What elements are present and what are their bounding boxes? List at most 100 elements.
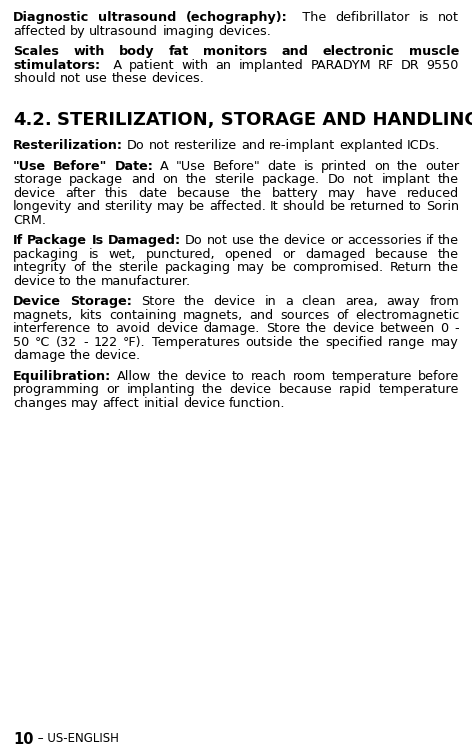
Text: to: to: [59, 275, 72, 288]
Text: resterilize: resterilize: [174, 139, 237, 152]
Text: the: the: [76, 275, 97, 288]
Text: and: and: [76, 200, 101, 213]
Text: may: may: [431, 336, 459, 349]
Text: an: an: [216, 59, 232, 72]
Text: printed: printed: [321, 160, 367, 172]
Text: damage.: damage.: [203, 322, 260, 335]
Text: and: and: [241, 139, 265, 152]
Text: ICDs.: ICDs.: [407, 139, 441, 152]
Text: use: use: [84, 72, 107, 85]
Text: after: after: [65, 187, 95, 200]
Text: integrity: integrity: [13, 261, 67, 274]
Text: Temperatures: Temperatures: [152, 336, 239, 349]
Text: sterile: sterile: [215, 173, 254, 186]
Text: Do: Do: [185, 234, 202, 247]
Text: Is: Is: [92, 234, 103, 247]
Text: 122: 122: [93, 336, 118, 349]
Text: implanted: implanted: [239, 59, 303, 72]
Text: (32: (32: [56, 336, 77, 349]
Text: ultrasound: ultrasound: [89, 25, 158, 38]
Text: magnets,: magnets,: [183, 309, 243, 322]
Text: date: date: [138, 187, 167, 200]
Text: of: of: [73, 261, 85, 274]
Text: the: the: [438, 234, 459, 247]
Text: device.: device.: [94, 349, 140, 362]
Text: device: device: [284, 234, 326, 247]
Text: if: if: [426, 234, 434, 247]
Text: should: should: [13, 72, 56, 85]
Text: the: the: [202, 383, 223, 396]
Text: the: the: [438, 248, 459, 261]
Text: the: the: [305, 322, 326, 335]
Text: sterility: sterility: [105, 200, 153, 213]
Text: A: A: [107, 59, 122, 72]
Text: the: the: [69, 349, 90, 362]
Text: with: with: [182, 59, 209, 72]
Text: body: body: [119, 45, 154, 58]
Text: "Use: "Use: [13, 160, 46, 172]
Text: and: and: [282, 45, 309, 58]
Text: away: away: [387, 295, 421, 308]
Text: specified: specified: [325, 336, 382, 349]
Text: programming: programming: [13, 383, 100, 396]
Text: by: by: [70, 25, 85, 38]
Text: Sorin: Sorin: [426, 200, 459, 213]
Text: between: between: [379, 322, 435, 335]
Text: device: device: [213, 295, 255, 308]
Text: these: these: [111, 72, 147, 85]
Text: before: before: [418, 370, 459, 383]
Text: returned: returned: [350, 200, 405, 213]
Text: sources: sources: [280, 309, 329, 322]
Text: Allow: Allow: [117, 370, 152, 383]
Text: Resterilization:: Resterilization:: [13, 139, 123, 152]
Text: implanting: implanting: [126, 383, 195, 396]
Text: because: because: [177, 187, 231, 200]
Text: PARADYM: PARADYM: [310, 59, 371, 72]
Text: to: to: [409, 200, 422, 213]
Text: "Use: "Use: [176, 160, 206, 172]
Text: use: use: [232, 234, 254, 247]
Text: STERILIZATION, STORAGE AND HANDLING: STERILIZATION, STORAGE AND HANDLING: [58, 111, 472, 129]
Text: manufacturer.: manufacturer.: [101, 275, 191, 288]
Text: is: is: [419, 11, 429, 24]
Text: because: because: [375, 248, 429, 261]
Text: the: the: [259, 234, 279, 247]
Text: changes: changes: [13, 397, 67, 410]
Text: Before": Before": [213, 160, 261, 172]
Text: with: with: [73, 45, 104, 58]
Text: the: the: [186, 173, 207, 186]
Text: sterile: sterile: [118, 261, 159, 274]
Text: affect: affect: [102, 397, 139, 410]
Text: is: is: [89, 248, 99, 261]
Text: explanted: explanted: [339, 139, 403, 152]
Text: device: device: [183, 397, 225, 410]
Text: If: If: [13, 234, 23, 247]
Text: and: and: [250, 309, 274, 322]
Text: the: the: [438, 261, 459, 274]
Text: of: of: [336, 309, 348, 322]
Text: wet,: wet,: [109, 248, 136, 261]
Text: the: the: [298, 336, 319, 349]
Text: kits: kits: [80, 309, 102, 322]
Text: may: may: [328, 187, 356, 200]
Text: 9550: 9550: [427, 59, 459, 72]
Text: be: be: [329, 200, 346, 213]
Text: be: be: [270, 261, 287, 274]
Text: and: and: [131, 173, 155, 186]
Text: imaging: imaging: [162, 25, 214, 38]
Text: device: device: [230, 383, 272, 396]
Text: magnets,: magnets,: [13, 309, 73, 322]
Text: 4.2.: 4.2.: [13, 111, 52, 129]
Text: the: the: [157, 370, 178, 383]
Text: opened: opened: [225, 248, 273, 261]
Text: 10: 10: [13, 732, 34, 747]
Text: Store: Store: [266, 322, 300, 335]
Text: battery: battery: [271, 187, 318, 200]
Text: package: package: [69, 173, 123, 186]
Text: stimulators:: stimulators:: [13, 59, 100, 72]
Text: °F).: °F).: [123, 336, 146, 349]
Text: Do: Do: [328, 173, 346, 186]
Text: not: not: [438, 11, 459, 24]
Text: device: device: [184, 370, 226, 383]
Text: not: not: [149, 139, 170, 152]
